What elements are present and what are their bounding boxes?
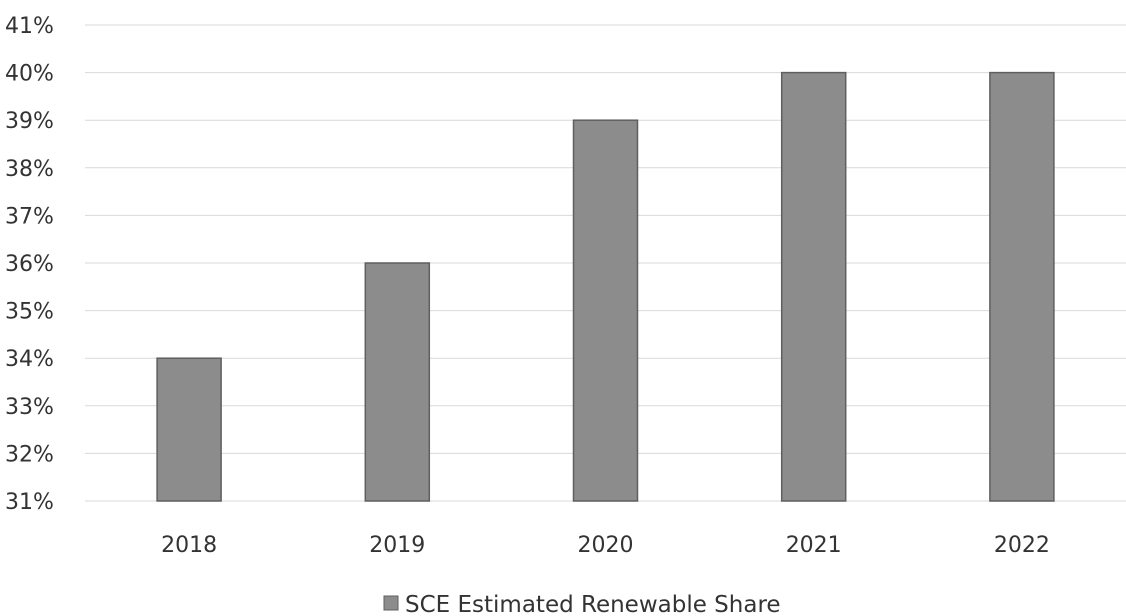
y-tick-label: 32% [5, 442, 54, 467]
y-tick-label: 39% [5, 109, 54, 134]
bar-2019 [364, 262, 431, 502]
y-tick-label: 31% [5, 490, 54, 515]
y-tick-label: 36% [5, 252, 54, 277]
bar-2022 [989, 71, 1055, 502]
y-tick-label: 41% [5, 14, 54, 39]
legend-swatch [383, 595, 399, 611]
y-tick-label: 35% [5, 300, 54, 325]
bar-2020 [572, 119, 639, 502]
x-tick-label: 2018 [161, 533, 217, 558]
x-tick-label: 2022 [994, 533, 1050, 558]
y-tick-label: 38% [5, 157, 54, 182]
y-tick-label: 33% [5, 395, 54, 420]
bar-2021 [780, 71, 847, 502]
bars [156, 71, 1055, 502]
legend-label: SCE Estimated Renewable Share [405, 592, 781, 616]
legend: SCE Estimated Renewable Share [383, 592, 781, 616]
x-axis-tick-labels: 2018 2019 2020 2021 2022 [161, 533, 1050, 558]
x-tick-label: 2021 [786, 533, 842, 558]
x-tick-label: 2019 [369, 533, 425, 558]
y-axis-tick-labels: 41% 40% 39% 38% 37% 36% 35% 34% 33% 32% 31% [5, 14, 54, 515]
y-tick-label: 34% [5, 347, 54, 372]
y-tick-label: 40% [5, 62, 54, 87]
x-tick-label: 2020 [578, 533, 634, 558]
y-tick-label: 37% [5, 204, 54, 229]
bar-2018 [156, 357, 222, 502]
